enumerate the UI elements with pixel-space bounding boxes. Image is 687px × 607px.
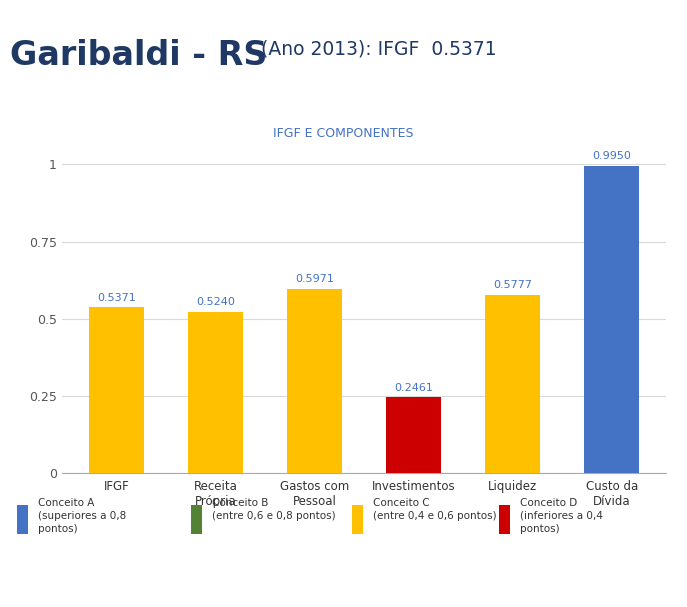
Text: GARIBALDI - RS (2013): GARIBALDI - RS (2013) <box>16 106 157 116</box>
Text: Conceito D
(inferiores a 0,4
pontos): Conceito D (inferiores a 0,4 pontos) <box>520 498 603 534</box>
Text: IFGF E COMPONENTES: IFGF E COMPONENTES <box>273 127 414 140</box>
Text: Garibaldi - RS: Garibaldi - RS <box>10 39 268 72</box>
Bar <box>188 311 243 473</box>
Text: (Ano 2013): IFGF  0.5371: (Ano 2013): IFGF 0.5371 <box>261 39 497 58</box>
Bar <box>352 506 363 534</box>
Bar <box>486 295 540 473</box>
Text: Conceito B
(entre 0,6 e 0,8 pontos): Conceito B (entre 0,6 e 0,8 pontos) <box>212 498 335 521</box>
Text: IFGF E INDICADORES: IFGF E INDICADORES <box>19 82 157 95</box>
Text: 0.2461: 0.2461 <box>394 383 433 393</box>
Text: 0.5240: 0.5240 <box>196 297 235 307</box>
Bar <box>287 289 342 473</box>
Bar <box>17 506 27 534</box>
Text: 0.9950: 0.9950 <box>592 151 631 161</box>
Bar <box>585 166 639 473</box>
Bar <box>191 506 202 534</box>
Text: 0.5371: 0.5371 <box>97 293 136 303</box>
Bar <box>386 398 441 473</box>
Bar <box>499 506 510 534</box>
Text: Conceito A
(superiores a 0,8
pontos): Conceito A (superiores a 0,8 pontos) <box>38 498 126 534</box>
Text: Conceito C
(entre 0,4 e 0,6 pontos): Conceito C (entre 0,4 e 0,6 pontos) <box>372 498 496 521</box>
Bar <box>89 308 144 473</box>
Text: 0.5971: 0.5971 <box>295 274 334 284</box>
Text: 0.5777: 0.5777 <box>493 280 532 290</box>
